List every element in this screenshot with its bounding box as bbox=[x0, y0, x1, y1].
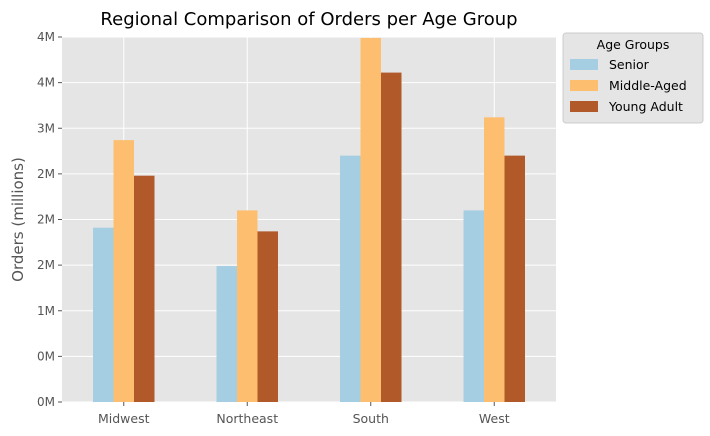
bar-senior-west bbox=[463, 210, 484, 402]
bar-young-adult-northeast bbox=[257, 231, 278, 402]
y-tick-label: 0M bbox=[37, 349, 55, 363]
bar-middle-aged-west bbox=[484, 117, 505, 403]
bar-senior-south bbox=[340, 155, 361, 402]
y-axis-label: Orders (millions) bbox=[9, 157, 27, 282]
x-tick-label: Northeast bbox=[216, 411, 278, 426]
bar-middle-aged-south bbox=[360, 37, 381, 402]
x-tick-label: West bbox=[479, 411, 510, 426]
legend-items: Senior Middle-Aged Young Adult bbox=[570, 57, 687, 114]
legend-swatch bbox=[570, 59, 598, 70]
legend-label: Middle-Aged bbox=[609, 78, 687, 93]
bar-young-adult-west bbox=[504, 155, 525, 402]
x-tick-label: Midwest bbox=[98, 411, 150, 426]
bar-young-adult-south bbox=[381, 72, 402, 403]
x-tick-label: South bbox=[353, 411, 389, 426]
legend-swatch bbox=[570, 101, 598, 112]
x-axis-ticks: Midwest Northeast South West bbox=[98, 402, 510, 426]
y-tick-label: 0M bbox=[37, 395, 55, 409]
y-tick-label: 2M bbox=[37, 213, 55, 227]
y-tick-label: 4M bbox=[37, 30, 55, 44]
y-tick-label: 2M bbox=[37, 258, 55, 272]
legend-label: Young Adult bbox=[608, 99, 683, 114]
bar-middle-aged-midwest bbox=[113, 140, 134, 403]
bar-young-adult-midwest bbox=[134, 175, 155, 402]
legend: Age Groups Senior Middle-Aged Young Adult bbox=[562, 32, 704, 124]
y-tick-label: 4M bbox=[37, 76, 55, 90]
bar-middle-aged-northeast bbox=[237, 210, 258, 402]
legend-label: Senior bbox=[609, 57, 650, 72]
y-tick-label: 2M bbox=[37, 167, 55, 181]
bars bbox=[93, 37, 525, 403]
legend-title: Age Groups bbox=[597, 37, 670, 52]
y-tick-label: 1M bbox=[37, 304, 55, 318]
y-tick-label: 3M bbox=[37, 121, 55, 135]
bar-senior-midwest bbox=[93, 227, 114, 402]
y-axis-ticks: 0M 0M 1M 2M 2M 2M 3M 4M 4M bbox=[37, 30, 62, 409]
legend-box bbox=[562, 32, 704, 124]
chart-title: Regional Comparison of Orders per Age Gr… bbox=[100, 9, 517, 30]
bar-senior-northeast bbox=[216, 266, 237, 402]
legend-swatch bbox=[570, 80, 598, 91]
